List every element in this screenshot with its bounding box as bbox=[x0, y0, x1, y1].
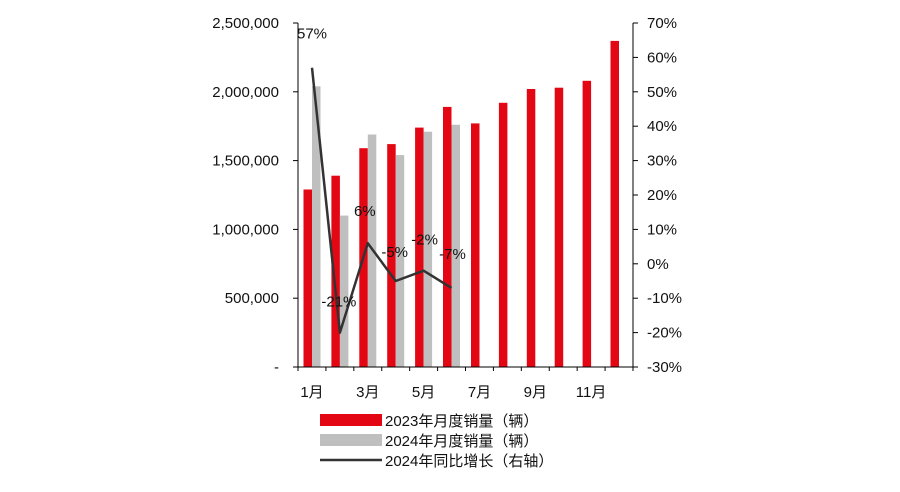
x-tick-label: 3月 bbox=[356, 384, 379, 401]
left-tick-label: 2,000,000 bbox=[212, 84, 279, 101]
legend-swatch-2 bbox=[320, 434, 382, 446]
left-tick-label: 1,000,000 bbox=[212, 221, 279, 238]
x-tick-label: 11月 bbox=[576, 384, 607, 401]
legend-swatch-1 bbox=[320, 414, 382, 426]
bar-2023-11 bbox=[582, 80, 592, 368]
growth-label-2: -21% bbox=[321, 294, 356, 311]
right-tick-label: 0% bbox=[647, 256, 669, 273]
right-tick-label: 20% bbox=[647, 187, 677, 204]
bar-2023-6 bbox=[443, 106, 452, 368]
bar-2023-9 bbox=[526, 89, 536, 367]
bar-2023-12 bbox=[610, 40, 619, 368]
x-tick-label: 9月 bbox=[524, 384, 547, 401]
x-tick-label: 1月 bbox=[300, 384, 323, 401]
legend-label-2: 2024年月度销量（辆） bbox=[385, 433, 538, 450]
growth-label-3: 6% bbox=[354, 203, 376, 220]
bar-2023-10 bbox=[554, 87, 564, 367]
x-tick-label: 5月 bbox=[412, 384, 435, 401]
legend: 2023年月度销量（辆） 2024年月度销量（辆） 2024年同比增长（右轴） bbox=[320, 413, 553, 470]
bar-2024-4 bbox=[395, 155, 405, 367]
right-tick-label: -10% bbox=[647, 290, 682, 307]
axes-layer: - 500,000 1,000,000 1,500,000 2,000,000 2,500… bbox=[212, 15, 682, 401]
right-tick-label: 60% bbox=[647, 49, 677, 66]
bars-layer bbox=[303, 40, 619, 368]
bar-2024-1 bbox=[312, 86, 321, 368]
right-tick-label: 40% bbox=[647, 118, 677, 135]
left-tick-label: 500,000 bbox=[225, 290, 279, 307]
bar-2024-6 bbox=[451, 124, 460, 367]
bar-2023-5 bbox=[415, 127, 424, 367]
left-tick-label: 1,500,000 bbox=[212, 153, 279, 170]
growth-label-5: -2% bbox=[411, 232, 438, 249]
growth-line bbox=[310, 67, 453, 334]
bar-2023-2 bbox=[331, 175, 340, 367]
right-tick-label: 10% bbox=[647, 221, 677, 238]
data-labels-layer: 57% -21% 6% -5%-2%-7% bbox=[297, 26, 466, 311]
right-tick-label: -20% bbox=[647, 325, 682, 342]
right-tick-label: 70% bbox=[647, 15, 677, 32]
growth-label-6: -7% bbox=[439, 246, 466, 263]
x-tick-label: 7月 bbox=[468, 384, 491, 401]
bar-2024-5 bbox=[423, 131, 433, 367]
legend-label-3: 2024年同比增长（右轴） bbox=[385, 453, 553, 470]
bar-2023-8 bbox=[498, 102, 508, 368]
bar-2024-2 bbox=[339, 215, 349, 367]
bar-2023-1 bbox=[303, 189, 312, 367]
growth-label-1: 57% bbox=[297, 26, 327, 43]
left-tick-label: - bbox=[274, 359, 279, 376]
growth-label-4: -5% bbox=[381, 244, 408, 261]
bar-2023-7 bbox=[471, 123, 480, 368]
right-tick-label: -30% bbox=[647, 359, 682, 376]
right-tick-label: 50% bbox=[647, 84, 677, 101]
right-tick-label: 30% bbox=[647, 153, 677, 170]
bar-2023-4 bbox=[387, 144, 396, 367]
left-tick-label: 2,500,000 bbox=[212, 15, 279, 32]
legend-label-1: 2023年月度销量（辆） bbox=[385, 413, 538, 430]
growth-line-layer bbox=[310, 67, 453, 334]
